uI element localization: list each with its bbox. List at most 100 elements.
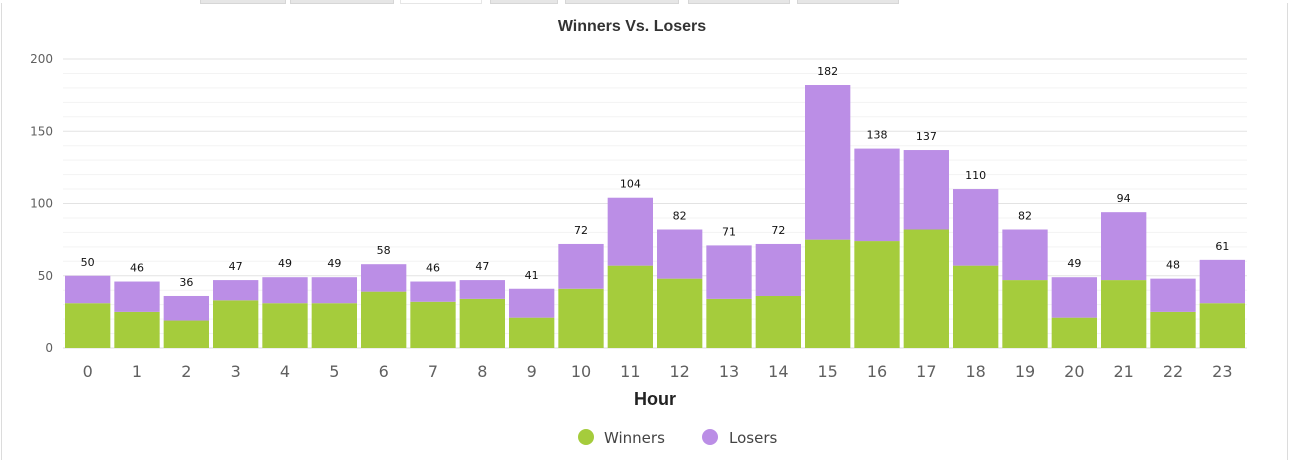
data-label-total-21: 94 [1117,192,1131,205]
bar-winners-7[interactable] [410,302,455,348]
x-tick-label: 16 [867,362,887,381]
bar-losers-17[interactable] [904,150,949,229]
bar-losers-5[interactable] [312,277,357,303]
data-label-total-10: 72 [574,224,588,237]
data-label-total-14: 72 [771,224,785,237]
data-label-total-6: 58 [377,244,391,257]
data-label-total-17: 137 [916,130,937,143]
bar-losers-12[interactable] [657,230,702,279]
y-tick-label: 50 [38,269,53,283]
bar-winners-16[interactable] [854,241,899,348]
data-label-total-19: 82 [1018,210,1032,223]
legend-label-losers[interactable]: Losers [729,429,777,447]
bar-winners-18[interactable] [953,266,998,348]
x-tick-label: 0 [83,362,93,381]
data-label-total-11: 104 [620,178,641,191]
x-tick-label: 15 [817,362,837,381]
legend-marker-losers[interactable] [702,429,718,445]
data-label-total-2: 36 [179,276,193,289]
x-tick-label: 14 [768,362,788,381]
bar-winners-15[interactable] [805,240,850,348]
bar-losers-15[interactable] [805,85,850,240]
y-tick-label: 0 [45,341,53,355]
x-tick-label: 5 [329,362,339,381]
bar-losers-3[interactable] [213,280,258,300]
chart-title: Winners Vs. Losers [558,18,706,35]
bar-winners-13[interactable] [706,299,751,348]
bar-winners-21[interactable] [1101,280,1146,348]
data-label-total-23: 61 [1215,240,1229,253]
data-label-total-8: 47 [475,260,489,273]
x-tick-label: 10 [571,362,591,381]
data-labels: 50 463647 49 495846 4741721048271 72182138 137… [81,65,1230,289]
bar-losers-0[interactable] [65,276,110,303]
bars [65,85,1245,348]
bar-losers-9[interactable] [509,289,554,318]
bar-losers-1[interactable] [114,282,159,312]
data-label-total-4: 49 [278,257,292,270]
data-label-total-12: 82 [673,210,687,223]
y-tick-label: 150 [30,124,53,138]
x-tick-label: 18 [965,362,985,381]
x-tick-label: 19 [1015,362,1035,381]
y-axis-ticks: 0 50 100 150 200 [30,52,53,355]
x-tick-label: 17 [916,362,936,381]
bar-losers-21[interactable] [1101,212,1146,280]
bar-winners-14[interactable] [756,296,801,348]
x-tick-label: 1 [132,362,142,381]
data-label-total-9: 41 [525,269,539,282]
bar-winners-2[interactable] [164,321,209,348]
bar-losers-16[interactable] [854,149,899,241]
x-tick-label: 21 [1113,362,1133,381]
bar-winners-22[interactable] [1150,312,1195,348]
bar-winners-11[interactable] [608,266,653,348]
bar-winners-1[interactable] [114,312,159,348]
bar-losers-23[interactable] [1200,260,1245,303]
bar-winners-19[interactable] [1002,280,1047,348]
data-label-total-3: 47 [229,260,243,273]
x-tick-label: 8 [477,362,487,381]
bar-winners-5[interactable] [312,303,357,348]
data-label-total-20: 49 [1067,257,1081,270]
x-tick-label: 2 [181,362,191,381]
bar-winners-12[interactable] [657,279,702,348]
data-label-total-16: 138 [867,129,888,142]
data-label-total-0: 50 [81,256,95,269]
bar-losers-14[interactable] [756,244,801,296]
bar-losers-7[interactable] [410,282,455,302]
bar-winners-23[interactable] [1200,303,1245,348]
bar-losers-2[interactable] [164,296,209,321]
bar-winners-9[interactable] [509,318,554,348]
x-tick-label: 6 [379,362,389,381]
data-label-total-1: 46 [130,262,144,275]
data-label-total-22: 48 [1166,259,1180,272]
bar-winners-8[interactable] [460,299,505,348]
x-tick-label: 20 [1064,362,1084,381]
y-tick-label: 100 [30,197,53,211]
bar-winners-17[interactable] [904,230,949,348]
bar-losers-20[interactable] [1052,277,1097,317]
bar-winners-4[interactable] [262,303,307,348]
bar-losers-18[interactable] [953,189,998,266]
bar-losers-11[interactable] [608,198,653,266]
bar-losers-4[interactable] [262,277,307,303]
legend-marker-winners[interactable] [578,429,594,445]
bar-winners-6[interactable] [361,292,406,348]
bar-winners-3[interactable] [213,300,258,348]
x-tick-label: 23 [1212,362,1232,381]
bar-losers-6[interactable] [361,264,406,291]
bar-winners-10[interactable] [558,289,603,348]
x-tick-label: 9 [527,362,537,381]
data-label-total-5: 49 [327,257,341,270]
x-axis-ticks: 0 1 2 3 4 5 6 7 8 9 10 11 12 13 14 15 16 17 18 19 20 21 22 23 [83,362,1233,381]
bar-losers-8[interactable] [460,280,505,299]
bar-losers-10[interactable] [558,244,603,289]
bar-winners-0[interactable] [65,303,110,348]
y-tick-label: 200 [30,52,53,66]
bar-losers-22[interactable] [1150,279,1195,312]
bar-winners-20[interactable] [1052,318,1097,348]
bar-losers-19[interactable] [1002,230,1047,281]
bar-losers-13[interactable] [706,245,751,298]
legend-label-winners[interactable]: Winners [604,429,665,447]
